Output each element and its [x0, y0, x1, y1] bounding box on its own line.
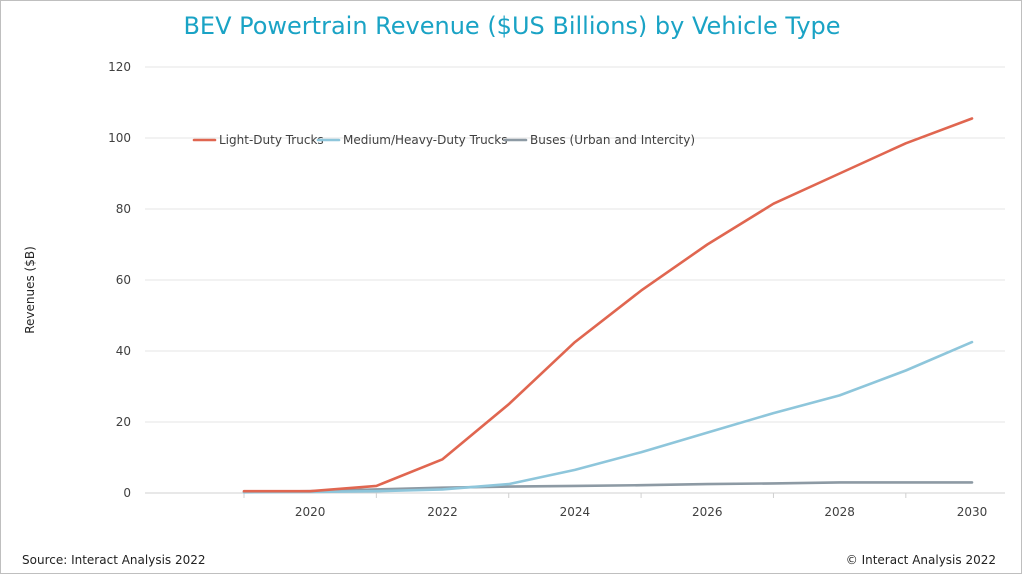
- x-tick-label: 2026: [692, 505, 723, 519]
- x-tick-label: 2028: [824, 505, 855, 519]
- legend-buses-label: Buses (Urban and Intercity): [530, 133, 695, 147]
- y-tick-label: 120: [108, 60, 131, 74]
- source-note: Source: Interact Analysis 2022: [22, 553, 206, 567]
- y-axis-label: Revenues ($B): [23, 246, 37, 334]
- x-tick-label: 2030: [957, 505, 988, 519]
- y-tick-label: 100: [108, 131, 131, 145]
- x-tick-label: 2022: [427, 505, 458, 519]
- copyright-note: © Interact Analysis 2022: [845, 553, 996, 567]
- legend-light-duty-trucks-label: Light-Duty Trucks: [219, 133, 324, 147]
- y-tick-label: 80: [116, 202, 131, 216]
- y-tick-label: 20: [116, 415, 131, 429]
- y-tick-label: 60: [116, 273, 131, 287]
- legend-medium-heavy-duty-trucks-label: Medium/Heavy-Duty Trucks: [343, 133, 507, 147]
- series-line-medium-heavy-duty-trucks: [242, 340, 974, 494]
- series-line-light-duty-trucks: [242, 117, 974, 493]
- y-tick-label: 40: [116, 344, 131, 358]
- x-tick-label: 2024: [560, 505, 591, 519]
- y-tick-label: 0: [123, 486, 131, 500]
- chart-title: BEV Powertrain Revenue ($US Billions) by…: [183, 12, 841, 40]
- x-tick-label: 2020: [295, 505, 326, 519]
- series-line-buses: [242, 481, 974, 494]
